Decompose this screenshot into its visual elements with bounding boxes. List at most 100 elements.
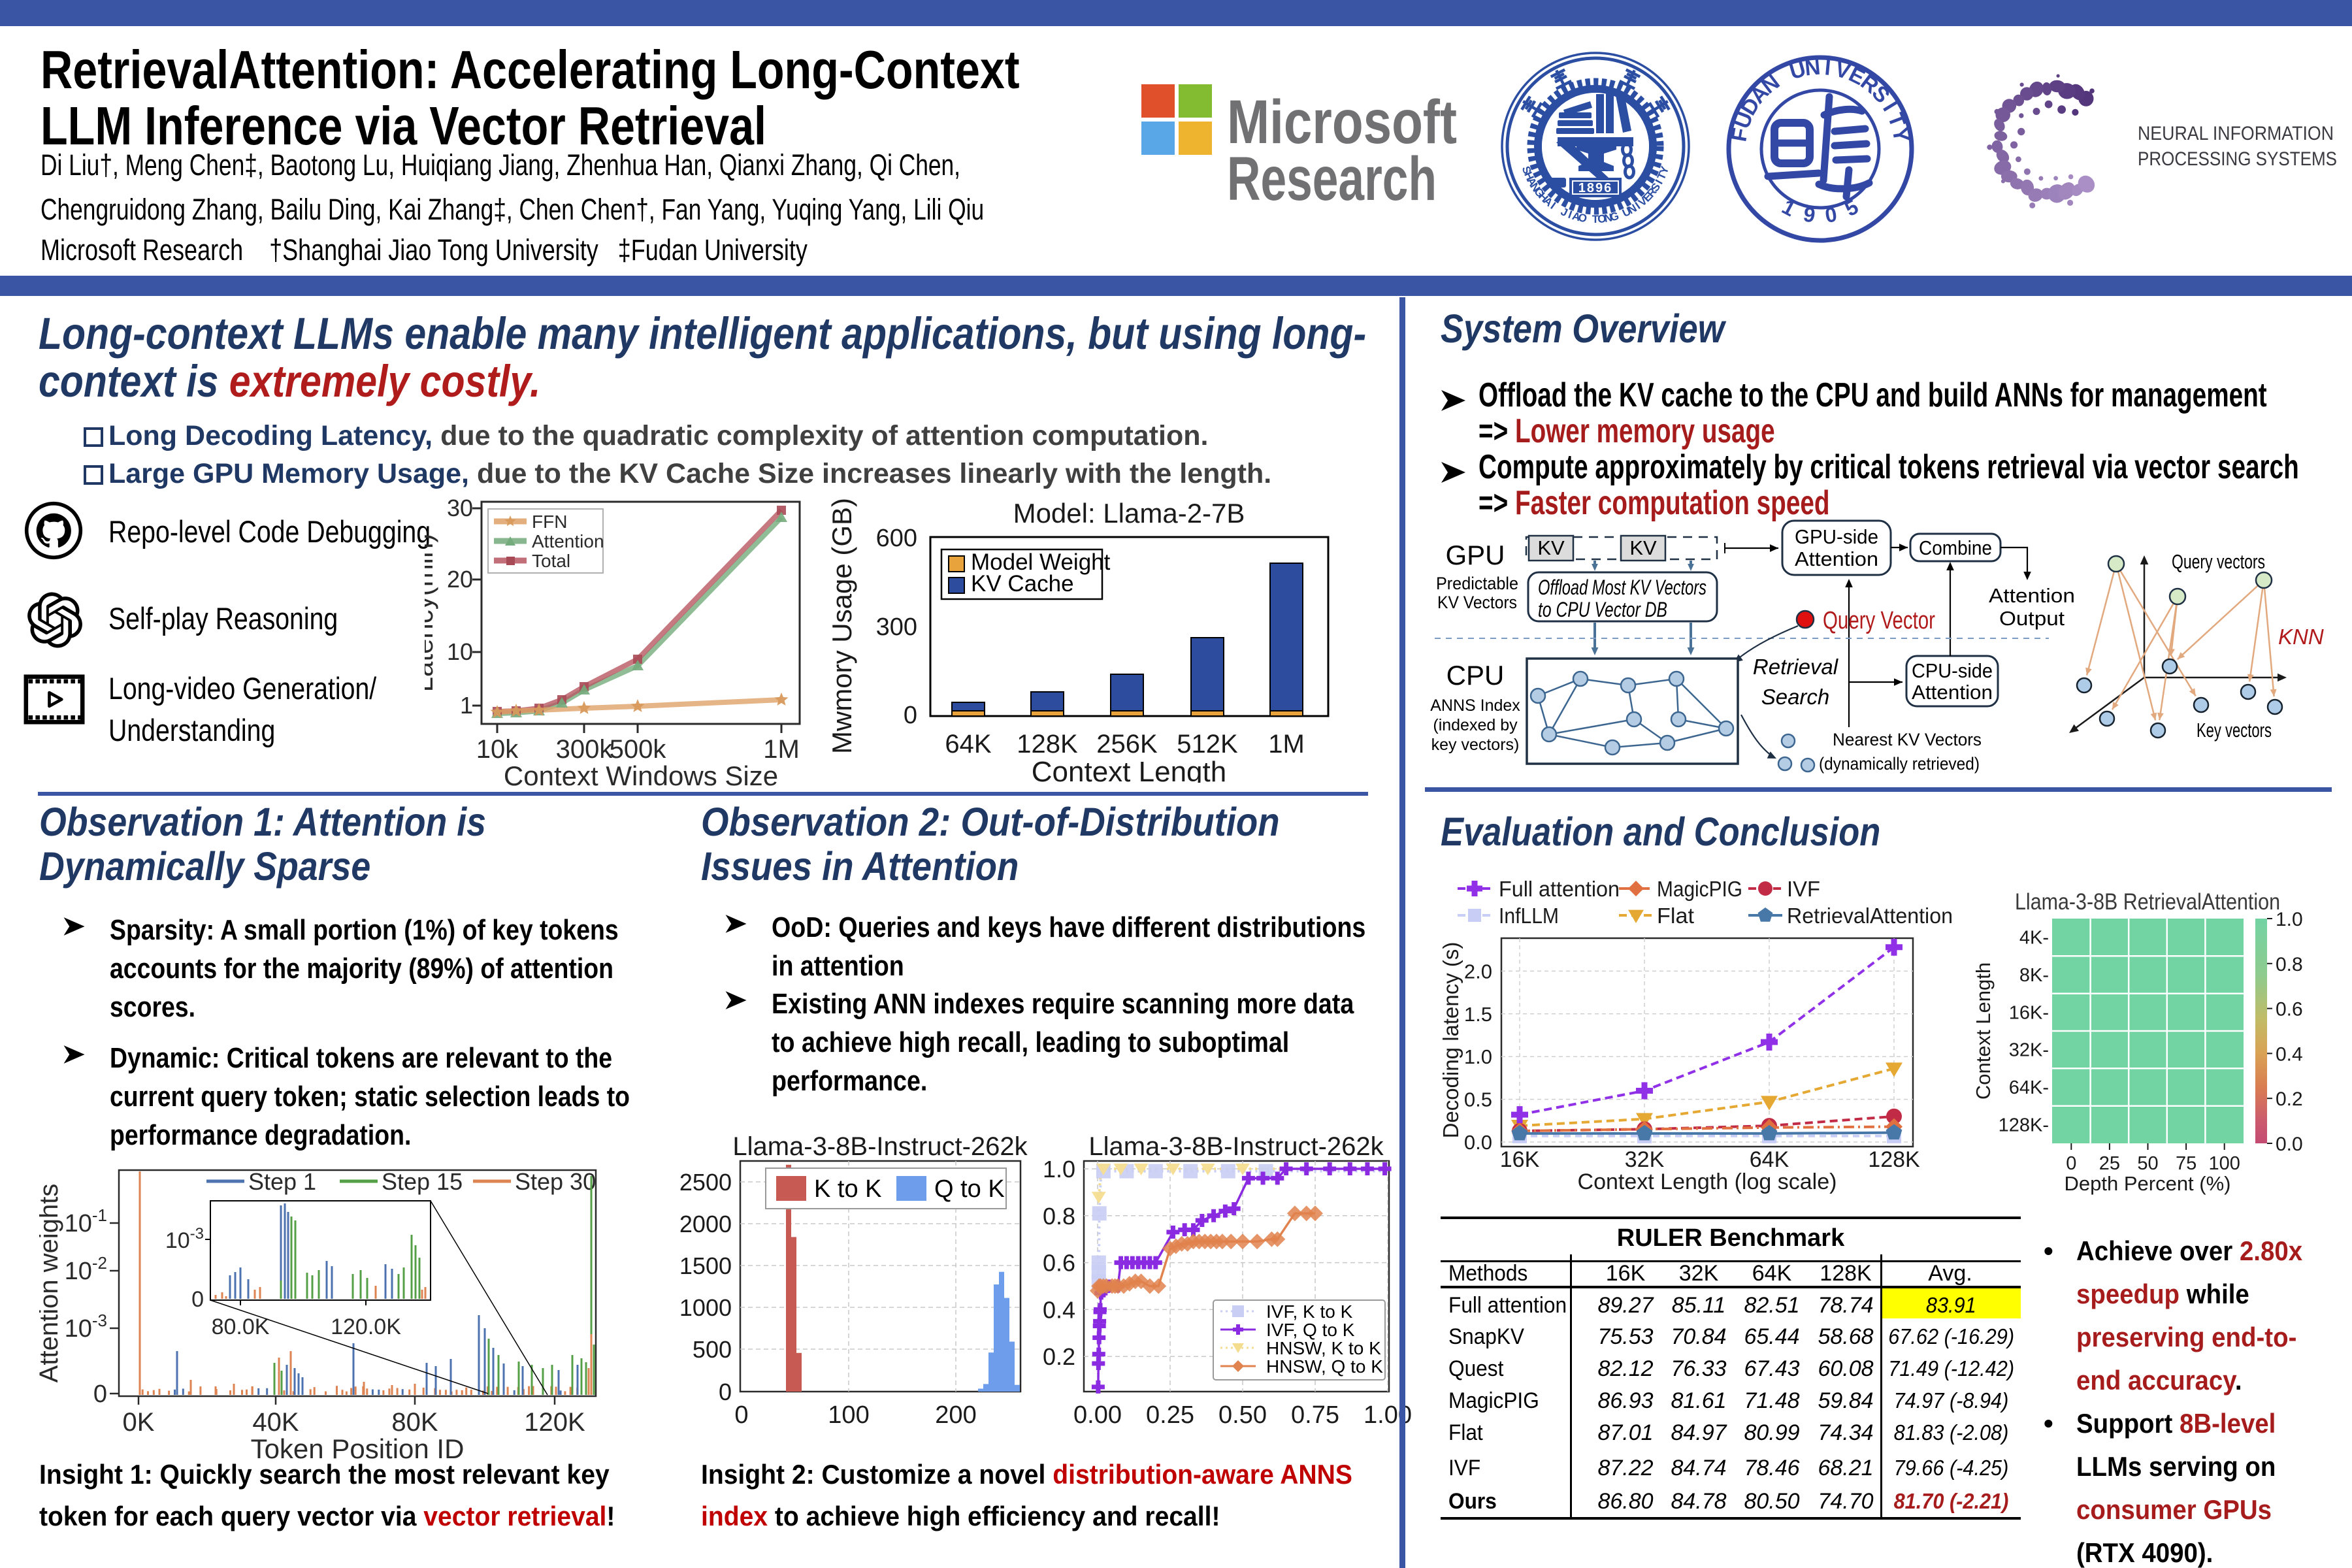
svg-text:8K-: 8K- [2019,965,2049,986]
svg-text:KV: KV [1629,536,1657,559]
svg-text:Query Vector: Query Vector [1823,607,1935,634]
svg-text:Attention weights: Attention weights [39,1184,63,1383]
svg-text:100: 100 [2209,1153,2240,1174]
svg-text:600: 600 [876,525,917,552]
svg-text:IVF, Q to K: IVF, Q to K [1266,1320,1355,1340]
svg-text:key vectors): key vectors) [1431,736,1520,754]
svg-text:25: 25 [2099,1153,2120,1174]
svg-text:Model: Llama-2-7B: Model: Llama-2-7B [1013,498,1245,529]
svg-text:PROCESSING SYSTEMS: PROCESSING SYSTEMS [2138,148,2337,170]
svg-text:A: A [1571,210,1582,224]
svg-text:Context Length (log scale): Context Length (log scale) [1578,1169,1837,1194]
svg-text:Microsoft: Microsoft [1227,88,1457,157]
svg-text:0.5: 0.5 [1464,1088,1492,1111]
svg-text:0: 0 [2066,1153,2076,1174]
svg-text:0.50: 0.50 [1218,1401,1267,1429]
svg-text:InfLLM: InfLLM [1499,904,1559,928]
svg-text:CPU-side: CPU-side [1912,659,1993,682]
svg-text:128K: 128K [1017,730,1078,759]
svg-text:NEURAL INFORMATION: NEURAL INFORMATION [2138,123,2334,144]
svg-text:Output: Output [1999,607,2065,630]
svg-text:128K-: 128K- [1999,1115,2049,1135]
svg-text:10-1: 10-1 [65,1205,107,1237]
svg-text:2000: 2000 [679,1211,732,1237]
svg-text:Depth Percent (%): Depth Percent (%) [2065,1172,2231,1195]
svg-text:0.4: 0.4 [2276,1043,2303,1065]
svg-text:2500: 2500 [679,1169,732,1196]
svg-text:1.0: 1.0 [1464,1045,1492,1068]
svg-text:to CPU Vector DB: to CPU Vector DB [1538,598,1667,621]
svg-text:64K: 64K [1750,1147,1789,1172]
svg-text:0: 0 [719,1379,732,1405]
svg-text:MagicPIG: MagicPIG [1657,877,1742,901]
svg-text:CPU: CPU [1446,660,1505,691]
svg-text:N: N [1603,211,1613,225]
svg-text:1.0: 1.0 [2276,909,2303,930]
svg-text:4K-: 4K- [2019,928,2049,949]
svg-text:0: 0 [904,702,917,729]
svg-text:75: 75 [2176,1153,2197,1174]
svg-text:0: 0 [1823,202,1838,227]
svg-text:256K: 256K [1096,730,1158,759]
svg-text:10-3: 10-3 [65,1311,107,1343]
svg-text:KV: KV [1537,536,1565,559]
svg-text:100: 100 [828,1401,869,1429]
svg-text:KV Vectors: KV Vectors [1437,593,1517,612]
svg-text:80.0K: 80.0K [212,1315,270,1339]
svg-text:Token Position ID: Token Position ID [251,1433,465,1464]
svg-text:IVF: IVF [1787,877,1820,901]
svg-text:0.4: 0.4 [1043,1296,1075,1323]
svg-text:10: 10 [447,638,473,665]
svg-text:IVF, K to K: IVF, K to K [1266,1301,1353,1322]
svg-text:0K: 0K [123,1408,155,1437]
svg-text:2.0: 2.0 [1464,960,1492,983]
svg-text:0.25: 0.25 [1146,1401,1194,1429]
svg-text:Total: Total [532,551,570,571]
svg-text:Key vectors: Key vectors [2197,719,2272,742]
svg-text:0.2: 0.2 [1043,1343,1075,1370]
svg-text:1000: 1000 [679,1294,732,1321]
svg-text:64K: 64K [945,730,991,759]
svg-text:KNN: KNN [2278,625,2324,649]
svg-text:(dynamically retrieved): (dynamically retrieved) [1819,754,1980,774]
svg-text:Attention: Attention [1989,584,2075,607]
svg-text:200: 200 [935,1401,976,1429]
svg-text:16K: 16K [1500,1147,1540,1172]
svg-text:GPU-side: GPU-side [1795,525,1878,548]
svg-text:Q to K: Q to K [934,1175,1005,1203]
svg-text:0: 0 [734,1401,748,1429]
svg-text:10-3: 10-3 [165,1225,204,1253]
svg-text:I: I [1823,55,1832,80]
svg-text:300: 300 [876,613,917,641]
svg-text:300k: 300k [556,735,613,764]
svg-text:0: 0 [191,1287,204,1312]
svg-text:0.8: 0.8 [1043,1203,1075,1230]
svg-text:1: 1 [460,692,473,719]
svg-text:10k: 10k [476,735,519,764]
svg-text:0.0: 0.0 [2276,1134,2303,1155]
svg-text:Attention: Attention [1912,681,1993,704]
svg-text:20: 20 [447,566,473,593]
svg-text:HNSW, K to K: HNSW, K to K [1266,1338,1381,1358]
svg-text:0.6: 0.6 [1043,1250,1075,1277]
svg-text:1896: 1896 [1578,181,1613,195]
svg-text:0: 0 [93,1380,107,1408]
svg-text:0.75: 0.75 [1291,1401,1339,1429]
svg-text:K to K: K to K [814,1175,882,1203]
svg-text:80K: 80K [391,1408,438,1437]
svg-text:I: I [1567,208,1574,221]
svg-text:1M: 1M [763,735,800,764]
svg-text:Attention: Attention [1795,547,1878,570]
svg-text:Step 1: Step 1 [248,1168,316,1195]
svg-text:16K-: 16K- [2009,1002,2049,1023]
svg-text:0.2: 0.2 [2276,1088,2303,1110]
svg-text:Attention: Attention [532,531,604,551]
svg-text:Research: Research [1227,144,1437,214]
svg-text:Search: Search [1761,685,1830,709]
svg-text:0.8: 0.8 [2276,954,2303,975]
svg-text:Mwmory Usage (GB): Mwmory Usage (GB) [830,498,857,754]
svg-text:32K: 32K [1625,1147,1665,1172]
svg-text:N: N [1804,55,1821,80]
svg-text:GPU: GPU [1445,540,1505,570]
svg-text:Full attention: Full attention [1499,877,1620,901]
